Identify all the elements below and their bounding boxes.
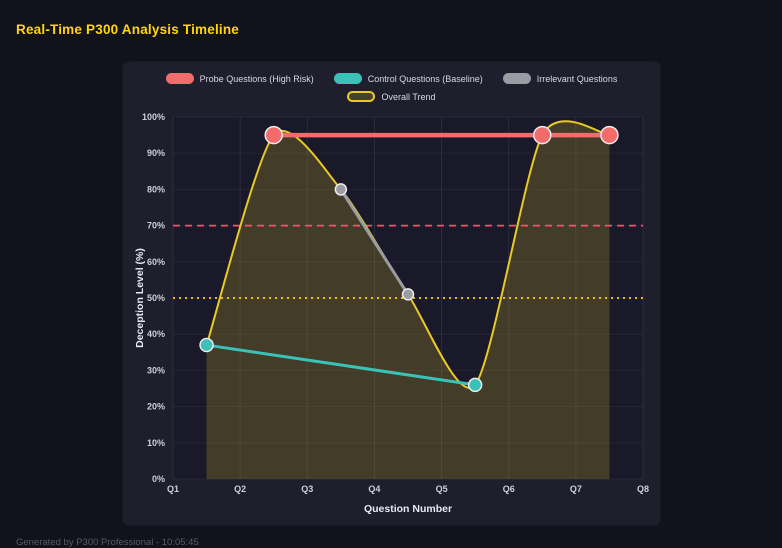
legend-item-overall-trend[interactable]: Overall Trend [347,91,436,102]
legend-label: Probe Questions (High Risk) [199,73,314,84]
marker-probe-questions-high-risk-0[interactable] [264,125,283,145]
y-tick-label: 80% [147,184,165,194]
x-tick-label: Q5 [436,484,448,494]
x-tick-label: Q6 [503,484,515,494]
marker-probe-questions-high-risk-2[interactable] [600,125,619,145]
y-tick-label: 10% [147,438,165,448]
marker-control-questions-baseline-1[interactable] [467,377,483,393]
y-tick-label: 20% [147,402,165,412]
x-tick-label: Q2 [234,484,246,494]
chart-legend: Probe Questions (High Risk) Control Quest… [123,62,660,104]
legend-swatch-probe-questions-high-risk [165,73,194,84]
x-tick-label: Q7 [570,484,582,494]
series-line-control-questions-baseline [205,343,477,387]
marker-probe-questions-high-risk-1[interactable] [533,125,552,145]
x-tick-label: Q4 [368,484,380,494]
y-tick-label: 70% [147,221,165,231]
page-title: Real-Time P300 Analysis Timeline [16,22,240,37]
legend-swatch-overall-trend [347,91,376,102]
marker-irrelevant-questions-0[interactable] [334,183,348,196]
x-tick-label: Q3 [301,484,313,494]
y-tick-label: 30% [147,365,165,375]
legend-label: Irrelevant Questions [536,73,618,84]
y-tick-label: 60% [147,257,165,267]
y-tick-label: 40% [147,329,165,339]
legend-item-control-questions-baseline[interactable]: Control Questions (Baseline) [333,73,483,84]
x-tick-label: Q1 [167,484,179,494]
legend-row-2: Overall Trend [123,89,660,104]
y-axis-title: Deception Level (%) [134,248,146,348]
marker-control-questions-baseline-0[interactable] [199,337,214,353]
series-line-irrelevant-questions [339,187,410,296]
legend-swatch-control-questions-baseline [333,73,362,84]
legend-label: Control Questions (Baseline) [367,73,483,84]
y-tick-label: 100% [142,112,165,122]
y-tick-label: 90% [147,148,165,158]
legend-item-irrelevant-questions[interactable]: Irrelevant Questions [502,73,618,84]
legend-item-probe-questions-high-risk[interactable]: Probe Questions (High Risk) [165,73,314,84]
y-tick-label: 0% [152,474,165,484]
chart-panel: Probe Questions (High Risk) Control Quest… [123,62,660,525]
footer-note: Generated by P300 Professional - 10:05:4… [16,537,199,548]
marker-irrelevant-questions-1[interactable] [401,288,415,301]
legend-row-1: Probe Questions (High Risk) Control Quest… [123,71,660,86]
chart-plot-layers: Q1 Q2 Q3 Q4 Q5 Q6 Q7 Q8 0% 10% 20% 30% 40% 50% 60% 70% 8… [142,112,649,494]
legend-swatch-irrelevant-questions [502,73,531,84]
timeline-chart[interactable]: Q1 Q2 Q3 Q4 Q5 Q6 Q7 Q8 0% 10% 20% 30% 40% 50% 60% 70% 8… [123,108,660,525]
y-tick-label: 50% [147,293,165,303]
x-axis-title: Question Number [364,503,452,515]
x-tick-label: Q8 [637,484,649,494]
legend-label: Overall Trend [381,91,436,102]
